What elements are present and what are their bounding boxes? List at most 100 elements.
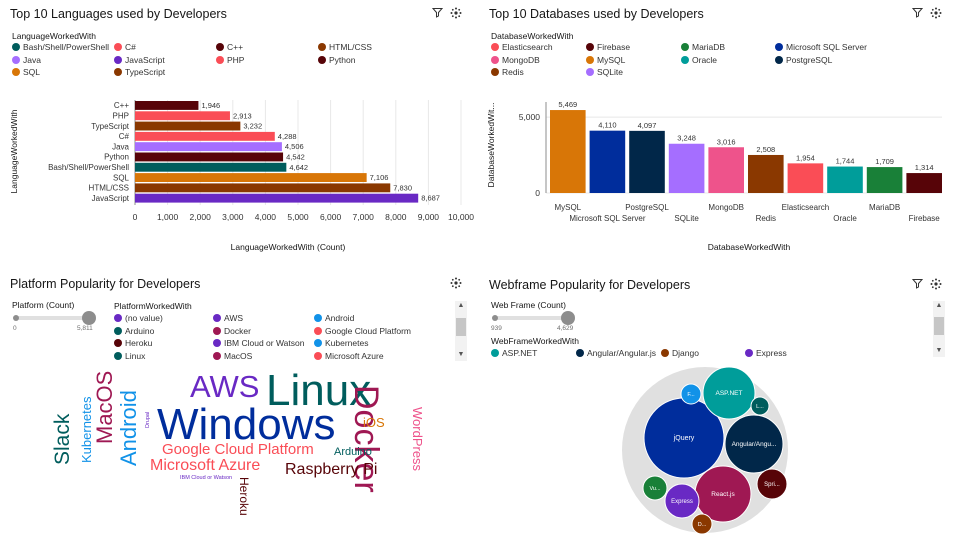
legend-swatch	[586, 55, 594, 64]
legend-swatch	[213, 339, 221, 347]
data-label: 4,097	[638, 121, 657, 130]
word-macos[interactable]: MacOS	[92, 370, 117, 444]
legend-item-python[interactable]: Python	[318, 55, 355, 65]
legend-item-ibm-cloud-or-watson[interactable]: IBM Cloud or Watson	[213, 338, 304, 348]
legend-item-bash-shell-powershell[interactable]: Bash/Shell/PowerShell	[12, 42, 109, 52]
legend-item-elasticsearch[interactable]: Elasticsearch	[491, 42, 553, 52]
settings-icon[interactable]	[450, 7, 462, 22]
bubble-vu	[642, 475, 668, 501]
legend-item-sql[interactable]: SQL	[12, 67, 40, 77]
word-linux[interactable]: Linux	[266, 366, 372, 415]
databases-bar-chart: 0 5,000 5,469 MySQL 4,110 Microsoft SQL Serve…	[486, 100, 942, 252]
settings-icon[interactable]	[450, 277, 462, 292]
word-raspberry-pi[interactable]: Raspberry Pi	[285, 461, 378, 478]
legend-item-google-cloud-platform[interactable]: Google Cloud Platform	[314, 326, 411, 336]
legend-item-angular-angular-js[interactable]: Angular/Angular.js	[576, 348, 656, 358]
scroll-up-arrow[interactable]: ▲	[935, 302, 943, 309]
legend-item-no-value[interactable]: (no value)	[114, 313, 163, 323]
scroll-up-arrow[interactable]: ▲	[457, 302, 465, 309]
legend-item-c[interactable]: C++	[216, 42, 243, 52]
legend-item-android[interactable]: Android	[314, 313, 354, 323]
legend-item-microsoft-azure[interactable]: Microsoft Azure	[314, 351, 384, 361]
x-tick-label: 9,000	[418, 212, 440, 222]
word-google-cloud-platform[interactable]: Google Cloud Platform	[162, 441, 314, 458]
count-range-slider[interactable]	[13, 311, 96, 325]
data-label: 2,913	[233, 111, 252, 120]
word-aws[interactable]: AWS	[190, 369, 260, 404]
count-range-slider[interactable]	[492, 311, 575, 325]
word-kubernetes[interactable]: Kubernetes	[79, 396, 94, 463]
legend-item-c[interactable]: C#	[114, 42, 136, 52]
legend-scrollbar[interactable]: ▲ ▼	[933, 301, 945, 357]
y-axis-title: LanguageWorkedWith	[9, 109, 19, 193]
filter-icon[interactable]	[911, 7, 924, 21]
legend-item-heroku[interactable]: Heroku	[114, 338, 152, 348]
legend-item-oracle[interactable]: Oracle	[681, 55, 717, 65]
legend-item-macos[interactable]: MacOS	[213, 351, 252, 361]
word-windows[interactable]: Windows	[157, 400, 336, 449]
word-heroku[interactable]: Heroku	[237, 477, 251, 516]
x-tick-label: 6,000	[320, 212, 342, 222]
word-arduino[interactable]: Arduino	[334, 446, 372, 458]
legend-item-mongodb[interactable]: MongoDB	[491, 55, 540, 65]
y-tick-label: Bash/Shell/PowerShell	[48, 163, 129, 172]
bar-typescript	[135, 121, 241, 131]
legend-item-arduino[interactable]: Arduino	[114, 326, 154, 336]
slider-min-value: 0	[13, 325, 17, 332]
legend-item-django[interactable]: Django	[661, 348, 699, 358]
word-microsoft-azure[interactable]: Microsoft Azure	[150, 457, 261, 474]
filter-icon[interactable]	[911, 278, 924, 292]
slider-min-handle[interactable]	[492, 315, 498, 321]
legend-scrollbar[interactable]: ▲ ▼	[455, 301, 467, 361]
legend-item-sqlite[interactable]: SQLite	[586, 67, 623, 77]
word-ibm-cloud-or-watson[interactable]: IBM Cloud or Watson	[180, 475, 233, 481]
settings-icon[interactable]	[930, 278, 942, 293]
slider-max-handle[interactable]	[561, 311, 575, 325]
word-android[interactable]: Android	[116, 389, 141, 466]
word-slack[interactable]: Slack	[51, 413, 74, 465]
scroll-thumb[interactable]	[456, 318, 466, 336]
legend-item-linux[interactable]: Linux	[114, 351, 145, 361]
legend-label: SQLite	[597, 67, 623, 77]
data-label: 1,314	[915, 163, 934, 172]
legend-item-microsoft-sql-server[interactable]: Microsoft SQL Server	[775, 42, 867, 52]
slider-max-handle[interactable]	[82, 311, 96, 325]
scroll-thumb[interactable]	[934, 317, 944, 335]
data-label: 4,288	[278, 132, 297, 141]
word-drupal[interactable]: Drupal	[145, 411, 151, 429]
platform-word-cloud: Windows Linux AWS Docker Android MacOS Slack Ku…	[0, 365, 476, 536]
word-ios[interactable]: iOS	[363, 415, 385, 430]
legend-item-redis[interactable]: Redis	[491, 67, 524, 77]
legend-item-postgresql[interactable]: PostgreSQL	[775, 55, 832, 65]
legend-item-docker[interactable]: Docker	[213, 326, 251, 336]
word-wordpress[interactable]: WordPress	[410, 407, 425, 472]
legend-label: MariaDB	[692, 42, 726, 52]
legend-swatch	[586, 43, 594, 51]
legend-item-firebase[interactable]: Firebase	[586, 42, 630, 52]
bar-mysql	[550, 110, 586, 193]
legend-item-asp-net[interactable]: ASP.NET	[491, 348, 537, 358]
legend-label: MySQL	[597, 54, 626, 65]
filter-icon[interactable]	[431, 7, 444, 21]
slider-min-handle[interactable]	[13, 315, 19, 321]
legend-item-kubernetes[interactable]: Kubernetes	[314, 338, 368, 348]
bar-elasticsearch	[787, 163, 824, 193]
legend-item-mysql[interactable]: MySQL	[586, 55, 625, 65]
legend-item-html-css[interactable]: HTML/CSS	[318, 42, 372, 52]
x-tick-label: 3,000	[222, 212, 244, 222]
legend-item-typescript[interactable]: TypeScript	[114, 67, 165, 77]
legend-label: IBM Cloud or Watson	[224, 338, 305, 348]
legend-item-express[interactable]: Express	[745, 348, 787, 358]
settings-icon[interactable]	[930, 7, 942, 22]
legend-item-mariadb[interactable]: MariaDB	[681, 42, 725, 52]
legend-item-aws[interactable]: AWS	[213, 313, 243, 323]
scroll-down-arrow[interactable]: ▼	[457, 351, 465, 358]
legend-item-javascript[interactable]: JavaScript	[114, 55, 165, 65]
legend-item-java[interactable]: Java	[12, 55, 41, 65]
x-tick-label: 7,000	[353, 212, 375, 222]
legend-label: Kubernetes	[325, 338, 369, 348]
bar-redis	[748, 154, 784, 193]
scroll-down-arrow[interactable]: ▼	[935, 347, 943, 354]
data-label: 4,506	[285, 142, 304, 151]
legend-item-php[interactable]: PHP	[216, 55, 244, 65]
